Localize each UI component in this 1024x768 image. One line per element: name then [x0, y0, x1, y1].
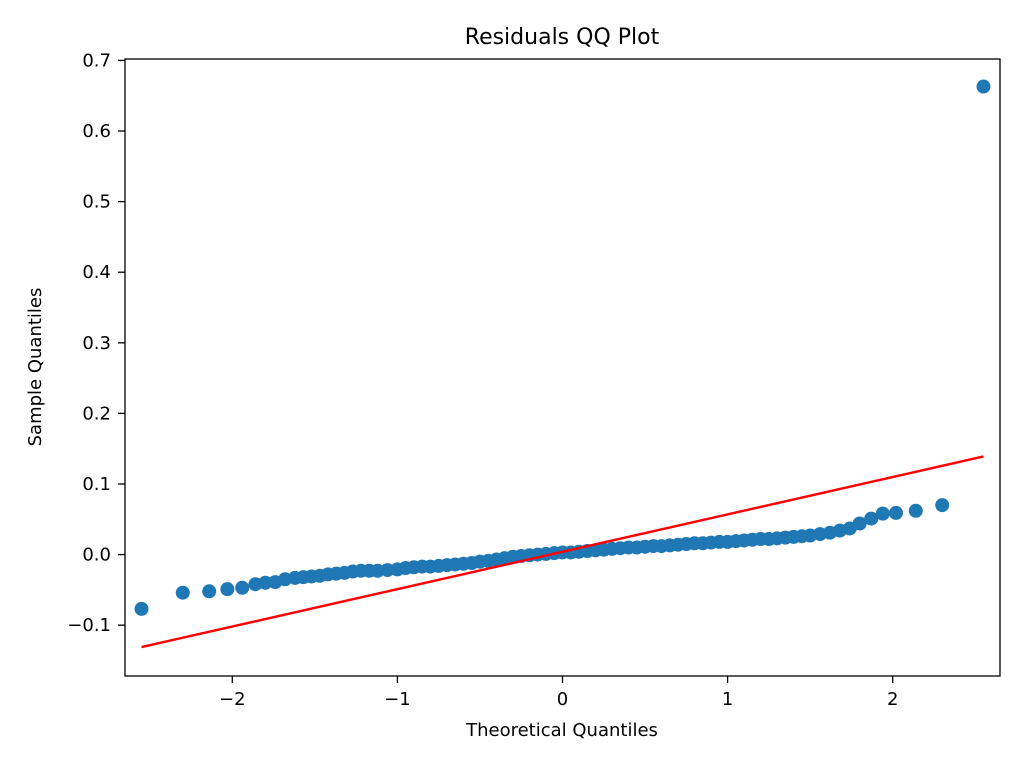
plot-area	[134, 79, 991, 649]
y-axis: −0.1 0.0 0.1 0.2 0.3 0.4 0.5 0.6 0.7	[67, 50, 125, 636]
data-point	[134, 601, 149, 616]
data-point	[220, 582, 235, 597]
data-point	[852, 516, 867, 531]
y-tick-label: 0.4	[82, 262, 111, 283]
data-point	[976, 79, 991, 94]
x-tick-label: −2	[219, 689, 246, 710]
y-tick-label: 0.2	[82, 403, 111, 424]
x-tick-label: 2	[887, 689, 898, 710]
data-point	[888, 505, 903, 520]
data-point	[935, 498, 950, 513]
y-tick-label: 0.3	[82, 333, 111, 354]
data-point	[175, 585, 190, 600]
y-tick-label: 0.1	[82, 474, 111, 495]
reference-line	[141, 455, 984, 649]
y-tick-label: 0.7	[82, 50, 111, 71]
x-tick-label: −1	[384, 689, 411, 710]
data-point	[202, 584, 217, 599]
x-axis-title: Theoretical Quantiles	[465, 720, 658, 741]
y-tick-label: 0.6	[82, 121, 111, 142]
y-axis-title: Sample Quantiles	[25, 288, 46, 447]
chart-title: Residuals QQ Plot	[465, 25, 660, 50]
y-tick-label: 0.5	[82, 192, 111, 213]
data-point	[235, 580, 250, 595]
x-axis: −2 −1 0 1 2	[219, 676, 898, 710]
x-tick-label: 0	[557, 689, 568, 710]
y-tick-label: −0.1	[67, 615, 111, 636]
y-tick-label: 0.0	[82, 545, 111, 566]
data-point	[875, 506, 890, 521]
data-point	[864, 511, 879, 526]
data-point	[908, 503, 923, 518]
x-tick-label: 1	[722, 689, 733, 710]
